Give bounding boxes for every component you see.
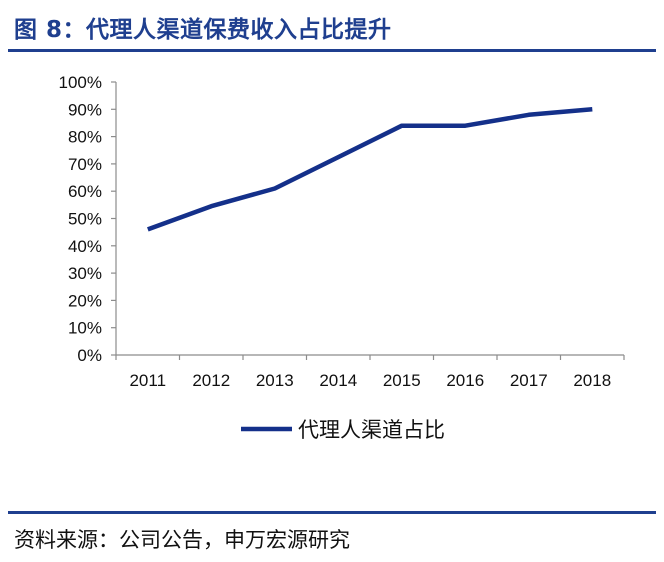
series-line: [147, 107, 593, 232]
legend-label: 代理人渠道占比: [298, 418, 445, 442]
x-tick-label: 2018: [573, 371, 611, 390]
y-axis-ticks: 0% 10% 20% 30% 40% 50% 60% 70% 80% 90% 100%: [59, 73, 116, 365]
y-tick-label: 30%: [68, 264, 102, 283]
line-chart: 0%10%20%30%40%50%60%70%80%90%100% 2011 20…: [59, 73, 625, 442]
y-tick-label: 70%: [68, 155, 102, 174]
chart-series: [147, 107, 593, 232]
x-tick-label: 2017: [510, 371, 548, 390]
y-tick-label: 80%: [68, 128, 102, 147]
x-axis-ticks: 2011 2012 2013 2014 2015 2016 2017 2018: [115, 355, 625, 390]
y-tick-label: 40%: [68, 237, 102, 256]
x-tick-label: 2015: [383, 371, 421, 390]
chart-axes: [115, 82, 624, 356]
chart-legend: 代理人渠道占比: [241, 418, 445, 442]
x-tick-label: 2014: [319, 371, 357, 390]
x-tick-label: 2013: [256, 371, 294, 390]
y-tick-label: 100%: [59, 73, 102, 92]
x-tick-label: 2012: [192, 371, 230, 390]
y-tick-label: 50%: [68, 210, 102, 229]
y-tick-label: 60%: [68, 182, 102, 201]
x-tick-label: 2016: [446, 371, 484, 390]
y-tick-label: 0%: [77, 346, 102, 365]
x-tick-label: 2011: [129, 371, 166, 390]
y-tick-label: 10%: [68, 319, 102, 338]
footer-divider: [8, 511, 656, 514]
y-tick-label: 20%: [68, 291, 102, 310]
chart-title: 图 8：代理人渠道保费收入占比提升: [14, 17, 392, 43]
title-divider: [8, 49, 656, 52]
y-tick-label: 90%: [68, 100, 102, 119]
source-note: 资料来源：公司公告，申万宏源研究: [14, 528, 350, 552]
